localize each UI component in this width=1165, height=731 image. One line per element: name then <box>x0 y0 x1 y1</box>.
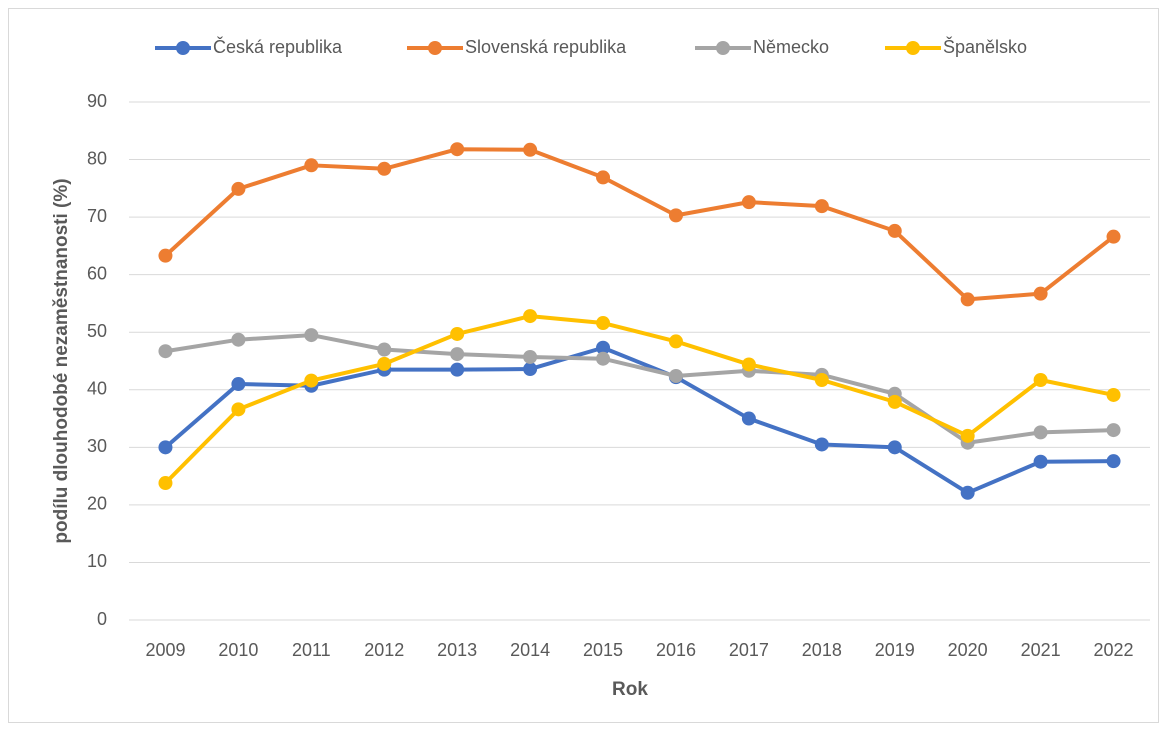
data-point <box>668 334 683 349</box>
x-tick-label: 2019 <box>875 640 915 660</box>
legend-marker <box>428 41 442 55</box>
data-point <box>450 362 465 377</box>
data-point <box>377 161 392 176</box>
data-point <box>158 440 173 455</box>
data-point <box>741 411 756 426</box>
data-point <box>814 199 829 214</box>
series-line <box>164 147 1115 302</box>
data-point <box>887 394 902 409</box>
chart-border <box>8 8 1159 723</box>
data-point <box>377 356 392 371</box>
x-tick-label: 2010 <box>218 640 258 660</box>
x-tick-label: 2020 <box>948 640 988 660</box>
data-point <box>450 326 465 341</box>
x-tick-label: 2014 <box>510 640 550 660</box>
data-point <box>1033 454 1048 469</box>
data-point <box>231 332 246 347</box>
data-point <box>523 142 538 157</box>
data-point <box>887 223 902 238</box>
data-point <box>741 357 756 372</box>
series-line <box>165 333 1114 445</box>
data-point <box>231 402 246 417</box>
y-tick-label: 70 <box>87 206 107 226</box>
data-point <box>814 437 829 452</box>
data-point <box>523 362 538 377</box>
data-point <box>1033 372 1048 387</box>
y-tick-label: 0 <box>97 609 107 629</box>
data-point <box>523 309 538 324</box>
y-tick-label: 40 <box>87 379 107 399</box>
data-point <box>596 340 611 355</box>
y-tick-label: 80 <box>87 148 107 168</box>
data-point <box>1106 423 1121 438</box>
x-tick-label: 2009 <box>145 640 185 660</box>
data-point <box>377 342 392 357</box>
data-point <box>741 195 756 210</box>
data-point <box>960 428 975 443</box>
data-point <box>1106 229 1121 244</box>
data-point <box>158 248 173 263</box>
y-tick-label: 50 <box>87 321 107 341</box>
x-tick-label: 2017 <box>729 640 769 660</box>
x-tick-label: 2015 <box>583 640 623 660</box>
x-tick-label: 2012 <box>364 640 404 660</box>
x-tick-label: 2022 <box>1094 640 1134 660</box>
data-point <box>450 347 465 362</box>
legend-label: Španělsko <box>943 36 1027 57</box>
x-tick-label: 2013 <box>437 640 477 660</box>
series-line <box>164 314 1114 485</box>
data-point <box>158 476 173 491</box>
legend-label: Slovenská republika <box>465 37 627 57</box>
y-tick-label: 60 <box>87 263 107 283</box>
data-point <box>231 377 246 392</box>
data-point <box>1106 387 1121 402</box>
data-point <box>668 368 683 383</box>
x-tick-label: 2011 <box>292 640 331 660</box>
x-axis-title: Rok <box>612 679 648 700</box>
data-point <box>887 440 902 455</box>
data-point <box>596 170 611 185</box>
data-point <box>158 344 173 359</box>
series-line <box>164 345 1114 495</box>
y-tick-label: 90 <box>87 91 107 111</box>
data-point <box>1033 286 1048 301</box>
data-point <box>523 349 538 364</box>
data-point <box>668 208 683 223</box>
data-point <box>450 142 465 157</box>
legend-label: Česká republika <box>213 36 343 57</box>
data-point <box>304 373 319 388</box>
data-point <box>960 485 975 500</box>
y-axis-title: podílu dlouhodobé nezaměstnanosti (%) <box>51 178 72 543</box>
legend-marker <box>176 41 190 55</box>
legend-marker <box>906 41 920 55</box>
data-point <box>596 316 611 331</box>
data-point <box>304 158 319 173</box>
y-tick-label: 30 <box>87 436 107 456</box>
data-point <box>960 292 975 307</box>
data-point <box>1106 454 1121 469</box>
data-point <box>596 351 611 366</box>
y-tick-label: 20 <box>87 494 107 514</box>
data-point <box>231 181 246 196</box>
data-point <box>304 328 319 343</box>
data-point <box>814 372 829 387</box>
legend-label: Německo <box>753 37 829 57</box>
legend-marker <box>716 41 730 55</box>
data-point <box>1033 425 1048 440</box>
x-tick-label: 2018 <box>802 640 842 660</box>
x-tick-label: 2021 <box>1021 640 1061 660</box>
x-tick-label: 2016 <box>656 640 696 660</box>
y-tick-label: 10 <box>87 551 107 571</box>
